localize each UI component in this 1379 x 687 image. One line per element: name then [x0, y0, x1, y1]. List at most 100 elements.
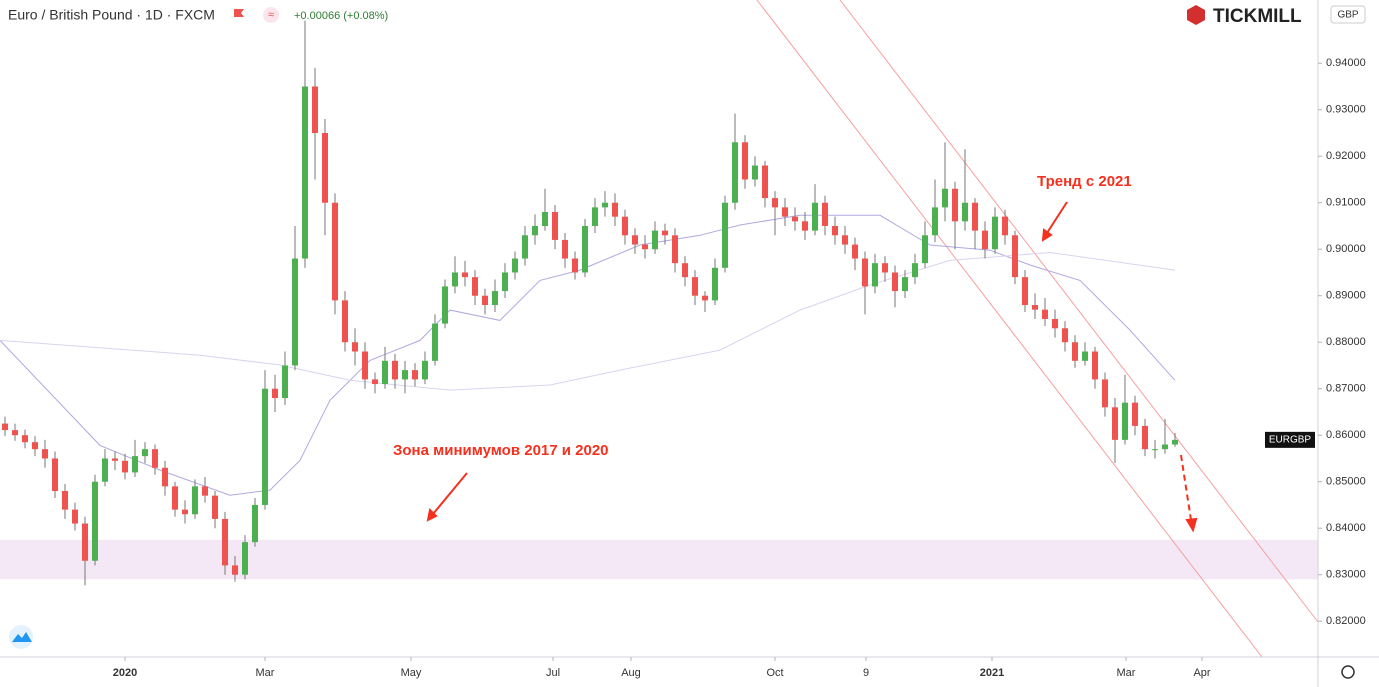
candle-body — [902, 277, 908, 292]
candle-body — [772, 198, 778, 208]
y-tick-label: 0.90000 — [1326, 243, 1366, 255]
candle-body — [792, 216, 798, 222]
candle-body — [112, 458, 118, 461]
indicator-icon — [263, 7, 279, 23]
candle-body — [302, 86, 308, 259]
candle-body — [402, 370, 408, 380]
x-tick-label: 9 — [863, 667, 869, 679]
currency-box — [1330, 5, 1366, 24]
y-tick-label: 0.83000 — [1326, 569, 1366, 581]
candle-body — [82, 523, 88, 561]
candle-body — [862, 258, 868, 287]
candle-body — [212, 495, 218, 519]
candle-body — [392, 360, 398, 380]
y-tick-label: 0.89000 — [1326, 290, 1366, 302]
candle-body — [512, 258, 518, 273]
candle-body — [572, 258, 578, 273]
candle-body — [1072, 342, 1078, 361]
candle-body — [362, 351, 368, 380]
candle-body — [752, 165, 758, 180]
candle-body — [2, 423, 8, 431]
zone-layer — [0, 539, 1318, 580]
candle-body — [1162, 444, 1168, 450]
moving-average — [0, 251, 1176, 391]
candle-body — [642, 244, 648, 250]
trend-line — [839, 0, 1319, 623]
candle-body — [652, 230, 658, 250]
trend-line — [756, 0, 1263, 658]
candle-body — [252, 504, 258, 543]
candle-body — [1032, 305, 1038, 310]
candle-body — [352, 342, 358, 352]
candle-body — [802, 221, 808, 231]
candle-body — [282, 365, 288, 399]
candle-body — [562, 239, 568, 259]
candle-body — [432, 323, 438, 361]
candle-body — [822, 202, 828, 226]
candle-body — [182, 509, 188, 515]
candle-body — [872, 263, 878, 287]
x-tick-label: 2021 — [980, 667, 1004, 679]
change: +0.00066 (+0.08%) — [294, 10, 388, 22]
candle-body — [1152, 449, 1158, 451]
y-tick-label: 0.84000 — [1326, 522, 1366, 534]
candle-body — [132, 456, 138, 473]
candle-body — [472, 277, 478, 296]
candle-body — [1122, 402, 1128, 440]
candle-body — [682, 263, 688, 278]
candle-body — [42, 449, 48, 459]
candle-body — [662, 230, 668, 236]
candle-body — [1102, 379, 1108, 408]
x-tick-label: Apr — [1193, 667, 1210, 679]
candle-body — [372, 379, 378, 385]
x-tick-label: Mar — [1117, 667, 1136, 679]
candle-body — [532, 225, 538, 236]
candle-body — [812, 202, 818, 231]
annotation: Зона минимумов 2017 и 2020 — [393, 442, 609, 459]
x-tick-label: May — [401, 667, 422, 679]
brand: TICKMILL — [1213, 6, 1302, 27]
candle-body — [322, 132, 328, 203]
candle-body — [592, 207, 598, 226]
candle-body — [152, 449, 158, 468]
candle-body — [582, 225, 588, 273]
candle-body — [1172, 439, 1178, 445]
x-tick-label: Jul — [546, 667, 560, 679]
settings-icon[interactable] — [1341, 665, 1355, 679]
candle-body — [122, 460, 128, 473]
y-tick-label: 0.85000 — [1326, 476, 1366, 488]
y-tick-label: 0.92000 — [1326, 150, 1366, 162]
candle-body — [272, 388, 278, 399]
candle-body — [1092, 351, 1098, 380]
plot — [0, 20, 1178, 586]
candle-body — [342, 300, 348, 343]
candle-body — [542, 212, 548, 226]
candle-body — [942, 188, 948, 208]
candle-body — [202, 486, 208, 496]
flag-icon — [234, 9, 244, 17]
candle-body — [1132, 402, 1138, 426]
price-tag — [1265, 431, 1315, 448]
y-tick-label: 0.87000 — [1326, 383, 1366, 395]
candle-body — [712, 267, 718, 301]
candle-body — [502, 272, 508, 292]
support-zone — [0, 539, 1318, 580]
x-tick-label: Mar — [256, 667, 275, 679]
candle-body — [782, 207, 788, 217]
y-tick-label: 0.88000 — [1326, 336, 1366, 348]
chart-title: Euro / British Pound · 1D · FXCM — [8, 7, 215, 23]
candle-body — [262, 388, 268, 505]
indicator-symbol: ≈ — [268, 9, 274, 21]
candle-body — [852, 244, 858, 259]
candle-body — [632, 235, 638, 245]
candle-body — [982, 230, 988, 250]
tv-logo-mark — [12, 632, 32, 642]
candle-body — [462, 272, 468, 278]
x-tick-label: 2020 — [113, 667, 137, 679]
candle-body — [992, 216, 998, 250]
candle-body — [602, 202, 608, 208]
currency: GBP — [1337, 10, 1358, 21]
y-tick-label: 0.94000 — [1326, 57, 1366, 69]
